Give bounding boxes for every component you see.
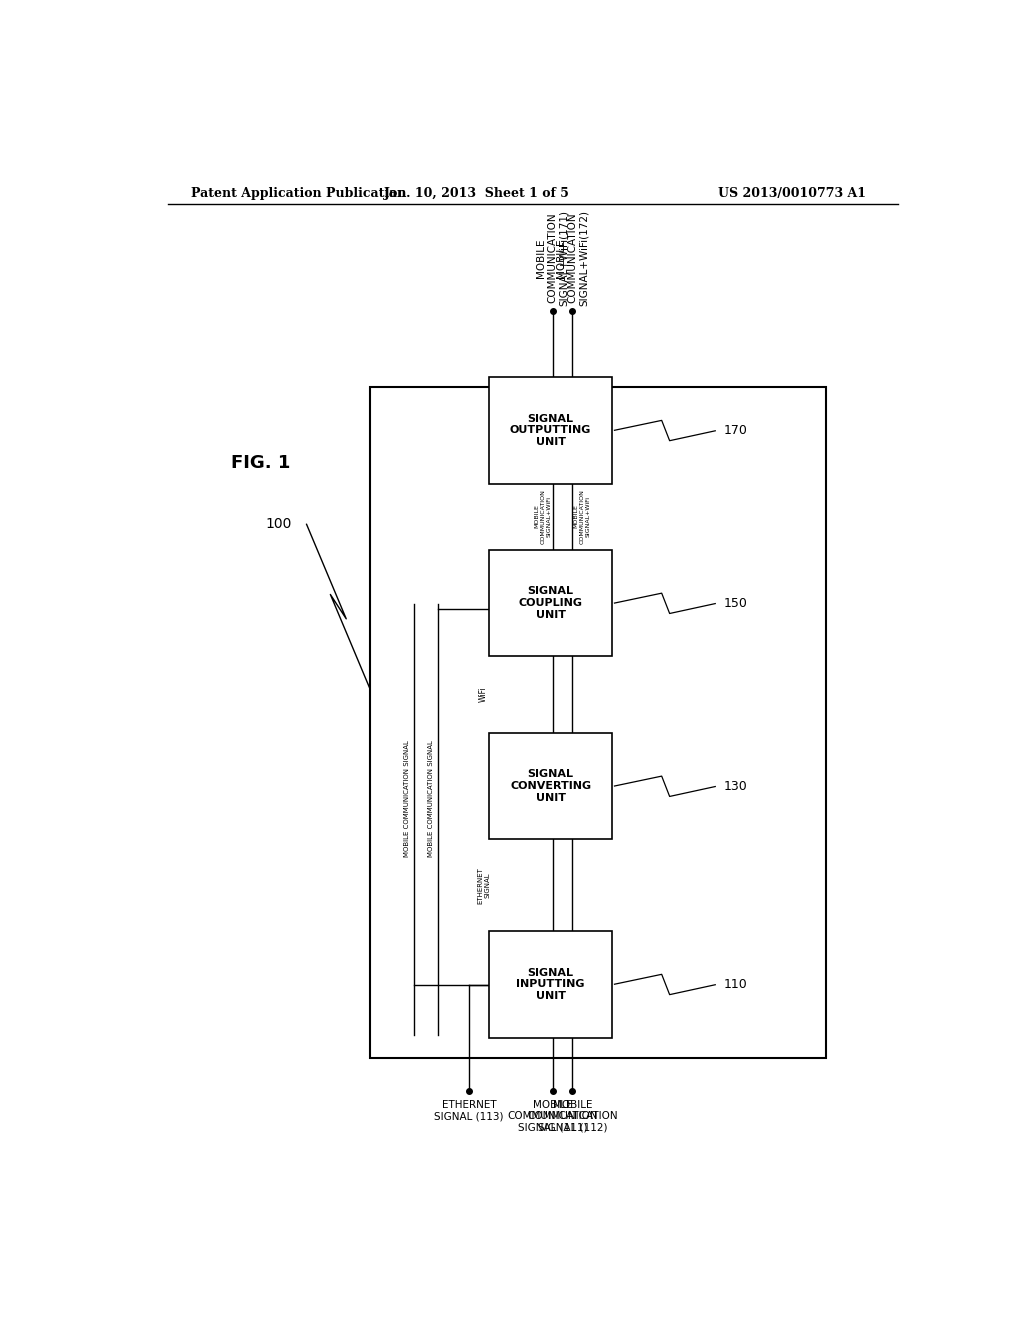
Bar	[489, 378, 612, 483]
Bar	[370, 387, 826, 1057]
Text: SIGNAL
COUPLING
UNIT: SIGNAL COUPLING UNIT	[518, 586, 583, 619]
Text: MOBILE
COMMUNICATION
SIGNAL+WiFi(172): MOBILE COMMUNICATION SIGNAL+WiFi(172)	[556, 210, 589, 306]
Text: Jan. 10, 2013  Sheet 1 of 5: Jan. 10, 2013 Sheet 1 of 5	[384, 187, 570, 201]
Text: SIGNAL
INPUTTING
UNIT: SIGNAL INPUTTING UNIT	[516, 968, 585, 1001]
Text: MOBILE
COMMUNICATION
SIGNAL (111): MOBILE COMMUNICATION SIGNAL (111)	[507, 1100, 598, 1133]
Text: 150: 150	[723, 597, 748, 610]
Text: 100: 100	[265, 517, 292, 532]
Text: MOBILE
COMMUNICATION
SIGNAL (112): MOBILE COMMUNICATION SIGNAL (112)	[527, 1100, 617, 1133]
Bar	[489, 733, 612, 840]
Text: WiFi: WiFi	[479, 686, 488, 702]
Text: MOBILE
COMMUNICATION
SIGNAL+WiFi(171): MOBILE COMMUNICATION SIGNAL+WiFi(171)	[536, 210, 569, 306]
Text: MOBILE COMMUNICATION SIGNAL: MOBILE COMMUNICATION SIGNAL	[404, 741, 411, 857]
Text: SIGNAL
CONVERTING
UNIT: SIGNAL CONVERTING UNIT	[510, 770, 591, 803]
Text: FIG. 1: FIG. 1	[231, 454, 291, 473]
Bar	[489, 549, 612, 656]
Text: SIGNAL
OUTPUTTING
UNIT: SIGNAL OUTPUTTING UNIT	[510, 413, 591, 447]
Text: ETHERNET
SIGNAL: ETHERNET SIGNAL	[477, 867, 490, 904]
Text: MOBILE
COMMUNICATION
SIGNAL+WiFi: MOBILE COMMUNICATION SIGNAL+WiFi	[573, 488, 590, 544]
Bar	[489, 931, 612, 1038]
Text: MOBILE
COMMUNICATION
SIGNAL+WiFi: MOBILE COMMUNICATION SIGNAL+WiFi	[535, 488, 551, 544]
Text: 110: 110	[723, 978, 746, 991]
Text: MOBILE COMMUNICATION SIGNAL: MOBILE COMMUNICATION SIGNAL	[428, 741, 434, 857]
Text: ETHERNET
SIGNAL (113): ETHERNET SIGNAL (113)	[434, 1100, 504, 1121]
Text: 130: 130	[723, 780, 746, 793]
Text: Patent Application Publication: Patent Application Publication	[191, 187, 407, 201]
Text: 170: 170	[723, 424, 748, 437]
Text: US 2013/0010773 A1: US 2013/0010773 A1	[718, 187, 866, 201]
